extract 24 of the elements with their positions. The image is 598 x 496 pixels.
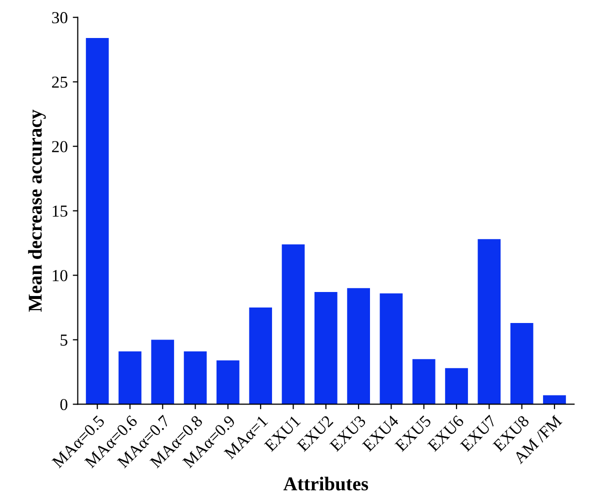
bar (216, 360, 240, 404)
bar (478, 239, 501, 404)
bar (118, 351, 142, 404)
y-axis-title: Mean decrease accuracy (28, 110, 46, 312)
bar (412, 359, 436, 404)
bar (151, 340, 174, 404)
bar (314, 292, 338, 404)
y-tick-label: 25 (52, 76, 68, 88)
bar (282, 244, 305, 404)
y-tick-label: 0 (60, 398, 68, 410)
bar (184, 351, 207, 404)
bar (86, 38, 109, 404)
y-tick-label: 5 (60, 334, 68, 346)
bar (347, 288, 370, 404)
y-tick-label: 30 (52, 12, 68, 24)
x-axis-title: Attributes (283, 476, 368, 490)
bar (380, 293, 403, 404)
y-tick-label: 20 (52, 141, 68, 152)
bar (543, 395, 566, 404)
bar (510, 322, 534, 404)
bar (249, 308, 272, 404)
y-tick-label: 10 (52, 270, 68, 282)
bar (445, 368, 468, 404)
y-tick-label: 15 (52, 206, 68, 217)
